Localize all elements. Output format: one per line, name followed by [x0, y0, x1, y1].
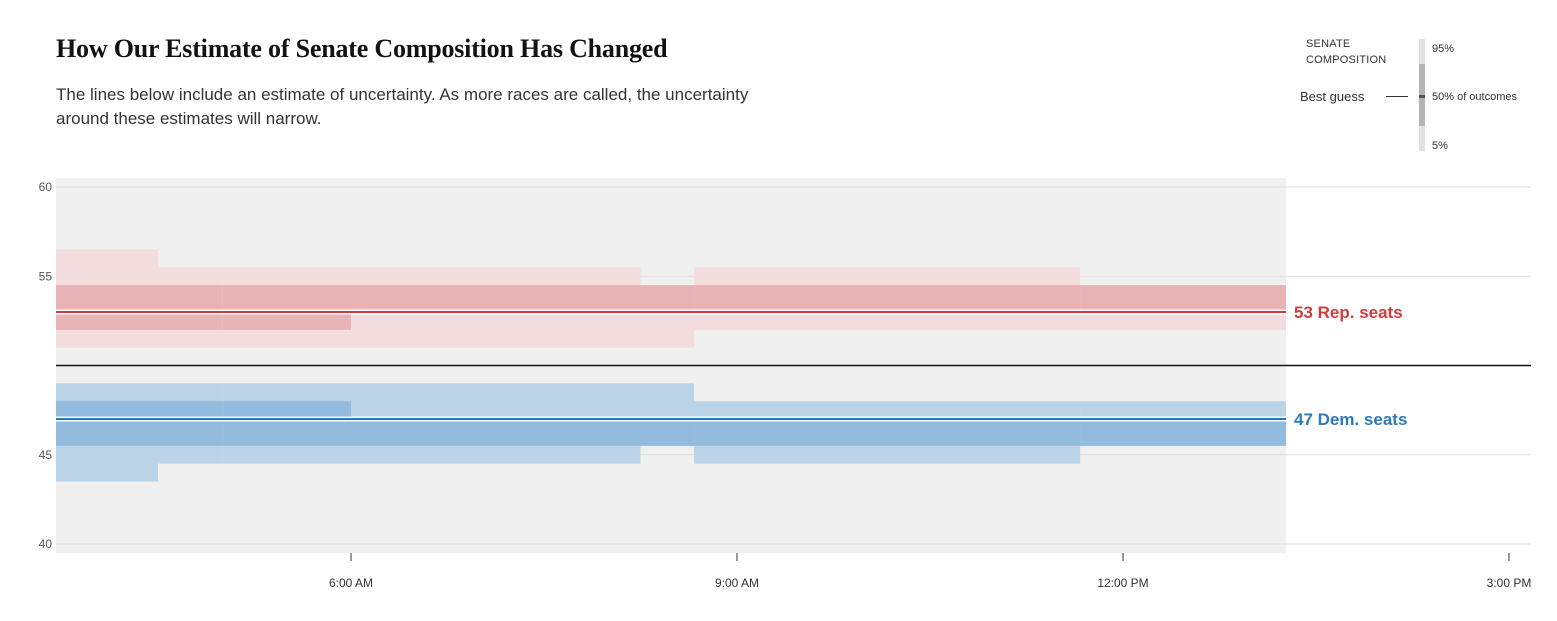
uncertainty-band-50 — [222, 401, 351, 446]
series-end-label: 53 Rep. seats — [1294, 303, 1403, 322]
chart-title: How Our Estimate of Senate Composition H… — [56, 34, 668, 63]
uncertainty-band-50 — [694, 285, 1081, 312]
uncertainty-band-50 — [544, 285, 641, 312]
chart-subtitle: The lines below include an estimate of u… — [56, 85, 749, 128]
legend-label-5: 5% — [1432, 140, 1448, 152]
legend-best-guess-marker — [1419, 95, 1425, 98]
x-axis: 6:00 AM 9:00 AM 12:00 PM 3:00 PM — [329, 553, 1531, 590]
uncertainty-band-50 — [544, 419, 641, 446]
series-end-label: 47 Dem. seats — [1294, 410, 1407, 429]
legend-label-95: 95% — [1432, 43, 1455, 55]
uncertainty-band-50 — [158, 401, 223, 446]
uncertainty-band-50 — [222, 285, 351, 330]
x-tick-label: 3:00 PM — [1487, 576, 1532, 590]
y-tick-label: 45 — [39, 448, 53, 462]
legend-heading-line2: COMPOSITION — [1306, 54, 1387, 66]
uncertainty-band-50 — [56, 401, 158, 446]
x-tick-label: 12:00 PM — [1097, 576, 1148, 590]
uncertainty-band-50 — [158, 285, 223, 330]
legend-label-50: 50% of outcomes — [1432, 91, 1517, 103]
uncertainty-band-50 — [351, 285, 544, 312]
legend-heading: SENATE COMPOSITION — [1306, 36, 1386, 68]
uncertainty-band-50 — [640, 419, 695, 446]
uncertainty-band-50 — [694, 419, 1081, 446]
uncertainty-band-50 — [640, 285, 695, 312]
uncertainty-band-50 — [56, 285, 158, 330]
legend-connector-line — [1386, 96, 1408, 97]
x-tick-label: 9:00 AM — [715, 576, 759, 590]
x-tick-label: 6:00 AM — [329, 576, 373, 590]
series-rep: 53 Rep. seats — [56, 249, 1403, 348]
legend-heading-line1: SENATE — [1306, 38, 1351, 50]
uncertainty-band-50 — [351, 419, 544, 446]
y-tick-label: 60 — [39, 180, 53, 194]
uncertainty-band-50 — [1080, 285, 1286, 312]
y-tick-label: 55 — [39, 269, 53, 283]
series-dem: 47 Dem. seats — [56, 383, 1407, 482]
uncertainty-band-50 — [1080, 419, 1286, 446]
legend-best-guess-label: Best guess — [1300, 89, 1365, 104]
y-tick-label: 40 — [39, 537, 53, 551]
